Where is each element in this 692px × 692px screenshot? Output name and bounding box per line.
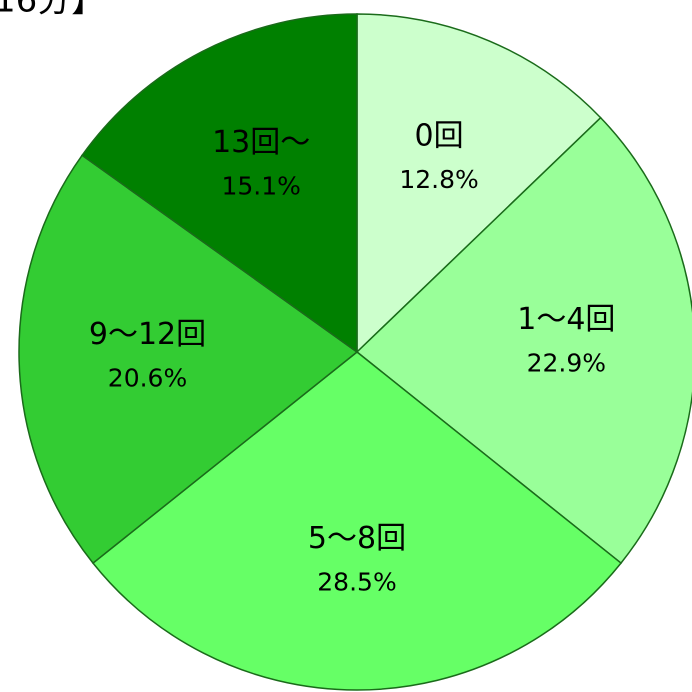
slice-value: 15.1%	[221, 172, 300, 201]
slice-value: 20.6%	[108, 364, 187, 393]
chart-title: 16分】	[0, 0, 105, 21]
pie-slice	[81, 13, 358, 354]
slice-value: 12.8%	[399, 165, 478, 194]
slice-label: 5～8回	[308, 521, 406, 556]
slice-value: 22.9%	[527, 348, 606, 377]
slice-label: 1～4回	[517, 302, 615, 337]
slice-value: 28.5%	[317, 568, 396, 597]
slice-label: 9～12回	[89, 317, 206, 352]
slice-label: 0回	[415, 119, 464, 154]
slice-label: 13回～	[212, 125, 310, 160]
pie-slice	[355, 116, 692, 565]
pie-slice	[91, 351, 623, 691]
pie-slice	[18, 154, 359, 565]
pie-slice	[356, 13, 602, 354]
